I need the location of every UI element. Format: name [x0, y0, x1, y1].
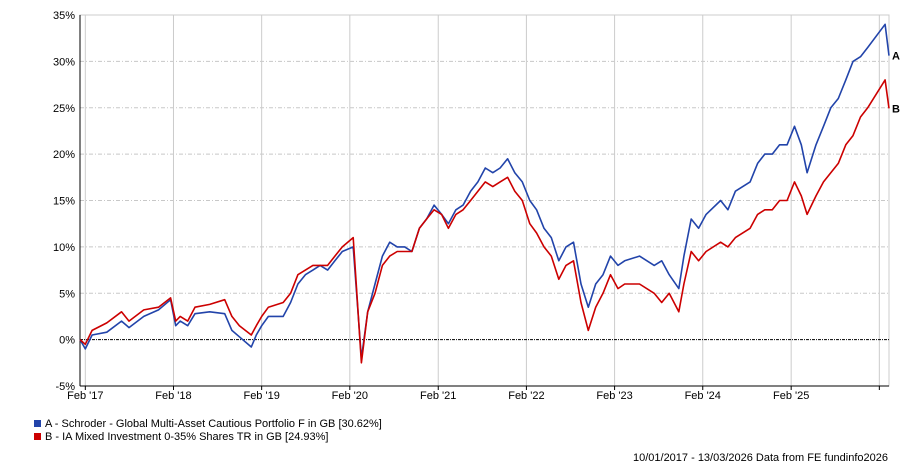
y-tick-label: 30% [53, 56, 75, 68]
y-tick-label: 35% [53, 10, 75, 22]
x-tick-label: Feb '18 [155, 390, 191, 402]
legend: A - Schroder - Global Multi-Asset Cautio… [34, 417, 382, 443]
x-tick-label: Feb '20 [332, 390, 368, 402]
legend-label-a: A - Schroder - Global Multi-Asset Cautio… [45, 417, 382, 430]
x-tick-label: Feb '24 [685, 390, 721, 402]
y-tick-label: 15% [53, 196, 75, 208]
series-end-label-b: B [892, 103, 900, 115]
legend-item-a: A - Schroder - Global Multi-Asset Cautio… [34, 417, 382, 430]
x-tick-label: Feb '17 [67, 390, 103, 402]
date-range-source: 10/01/2017 - 13/03/2026 Data from FE fun… [632, 452, 888, 464]
legend-label-b: B - IA Mixed Investment 0-35% Shares TR … [45, 430, 329, 443]
x-tick-label: Feb '21 [420, 390, 456, 402]
series-line-a [79, 23, 890, 359]
x-tick-label: Feb '19 [243, 390, 279, 402]
legend-item-b: B - IA Mixed Investment 0-35% Shares TR … [34, 430, 382, 443]
performance-chart: -5% 0% 5% 10% 15% 20% 25% 30% 35% Feb '17 Feb '18 F… [53, 10, 900, 402]
series-end-label-a: A [892, 51, 900, 63]
x-tick-label: Feb '23 [596, 390, 632, 402]
y-tick-label: 20% [53, 149, 75, 161]
legend-swatch-a [34, 420, 41, 427]
x-tick-label: Feb '25 [773, 390, 809, 402]
y-tick-label: -5% [55, 381, 75, 393]
y-tick-label: 10% [53, 242, 75, 254]
x-tick-label: Feb '22 [508, 390, 544, 402]
y-tick-label: 0% [59, 335, 75, 347]
series-line-b [79, 79, 890, 364]
y-tick-label: 5% [59, 288, 75, 300]
legend-swatch-b [34, 433, 41, 440]
y-tick-label: 25% [53, 103, 75, 115]
